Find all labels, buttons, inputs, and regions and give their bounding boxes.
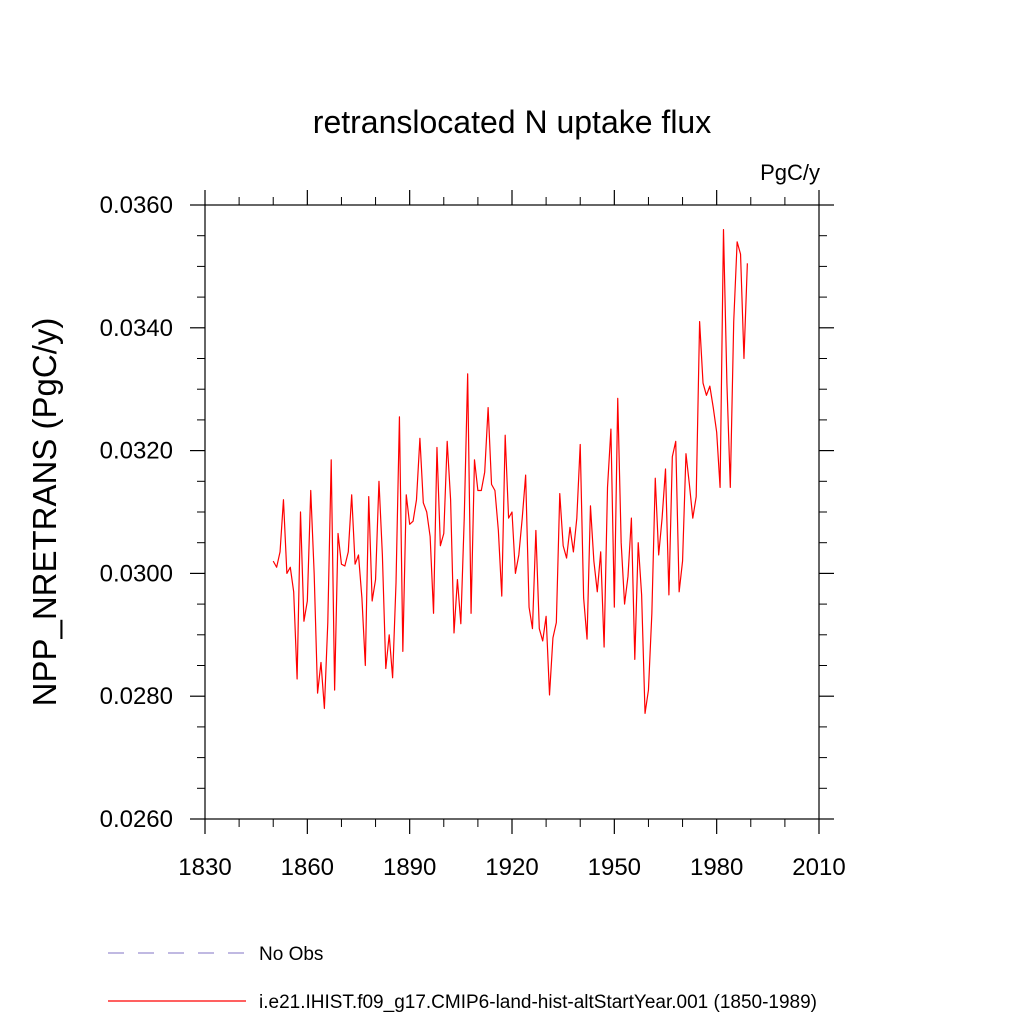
x-tick-label: 1830 xyxy=(178,854,231,881)
y-tick-label: 0.0280 xyxy=(100,683,173,710)
x-tick-label: 1890 xyxy=(383,854,436,881)
axis-ticks: 1830 1860 1890 1920 1950 1980 2010 0.0260 0.0280… xyxy=(100,190,846,881)
legend-label: No Obs xyxy=(259,944,323,965)
y-tick-label: 0.0260 xyxy=(100,806,173,833)
x-tick-label: 2010 xyxy=(792,854,845,881)
legend-label: i.e21.IHIST.f09_g17.CMIP6-land-hist-altS… xyxy=(259,992,817,1013)
y-axis-label: NPP_NRETRANS (PgC/y) xyxy=(26,318,63,707)
x-tick-label: 1860 xyxy=(281,854,334,881)
x-tick-label: 1980 xyxy=(690,854,743,881)
y-tick-label: 0.0360 xyxy=(100,192,173,219)
x-tick-label: 1920 xyxy=(485,854,538,881)
legend: No Obs i.e21.IHIST.f09_g17.CMIP6-land-his… xyxy=(108,944,817,1013)
units-label: PgC/y xyxy=(760,160,820,185)
plot-frame xyxy=(204,204,820,820)
y-tick-label: 0.0320 xyxy=(100,438,173,465)
series-line xyxy=(272,228,748,714)
y-tick-label: 0.0340 xyxy=(100,315,173,342)
y-tick-label: 0.0300 xyxy=(100,560,173,587)
chart-title: retranslocated N uptake flux xyxy=(313,104,711,140)
series-lines xyxy=(272,228,748,714)
x-tick-label: 1950 xyxy=(588,854,641,881)
